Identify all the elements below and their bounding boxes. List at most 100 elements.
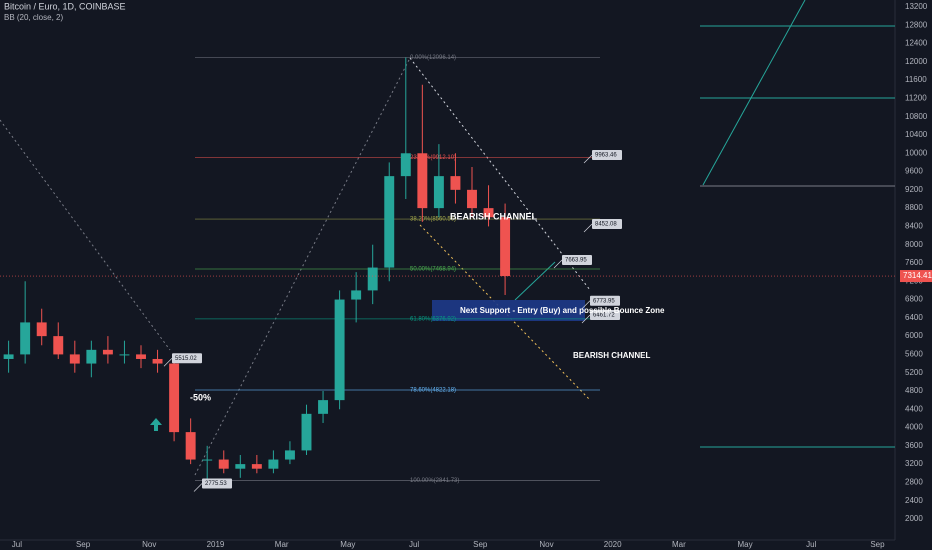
candle-body: [102, 349, 113, 355]
y-tick-label: 12000: [905, 57, 928, 66]
y-tick-label: 2000: [905, 514, 923, 523]
candle-body: [3, 354, 14, 359]
arrow-up-icon: [150, 418, 162, 431]
price-tag-label: 8452.08: [595, 222, 617, 228]
y-tick-label: 2800: [905, 478, 923, 487]
price-tag: [592, 149, 622, 160]
candle-body: [251, 464, 262, 469]
callout-line: [581, 300, 591, 309]
y-tick-label: 10400: [905, 130, 928, 139]
candle-body: [136, 354, 146, 359]
candle-body: [152, 358, 163, 364]
fib-label: 78.60%(4822.18): [410, 388, 456, 394]
candle-body: [417, 153, 428, 209]
x-tick-label: Sep: [870, 540, 885, 549]
candle-body: [169, 363, 180, 433]
candle-body: [334, 299, 345, 401]
x-tick-label: Jul: [806, 540, 816, 549]
y-tick-label: 11200: [905, 94, 927, 103]
y-tick-label: 4800: [905, 386, 923, 395]
candle-body: [235, 464, 246, 469]
price-tag: [592, 219, 622, 230]
fib-label: 38.20%(8560.56): [410, 217, 456, 223]
projection-line: [702, 0, 806, 186]
candle-body: [53, 336, 64, 355]
support-zone: [432, 300, 585, 321]
callout-line: [553, 259, 563, 269]
candle-body: [284, 450, 295, 460]
price-tag: [172, 353, 202, 364]
annotation: BEARISH CHANNEL: [450, 211, 538, 221]
current-price-tag: [900, 270, 932, 283]
x-tick-label: 2019: [207, 540, 225, 549]
y-tick-label: 8800: [905, 203, 923, 212]
x-tick-label: Mar: [672, 540, 686, 549]
trend-line: [194, 57, 411, 476]
price-tag-label: 6461.72: [593, 313, 615, 319]
y-tick-label: 6800: [905, 295, 923, 304]
candle-body: [483, 208, 494, 218]
candle-body: [20, 322, 31, 355]
x-tick-label: 2020: [604, 540, 622, 549]
y-tick-label: 8000: [905, 240, 923, 249]
price-tag: [590, 310, 620, 321]
x-tick-label: Mar: [275, 540, 289, 549]
current-price-label: 7314.41: [903, 271, 932, 280]
y-tick-label: 2400: [905, 496, 923, 505]
channel-line: [409, 57, 591, 291]
candle-body: [450, 176, 461, 190]
fib-label: 100.00%(2841.73): [410, 478, 459, 484]
y-tick-label: 4000: [905, 423, 923, 432]
price-tag-label: 2775.53: [205, 481, 227, 487]
candle-body: [86, 349, 97, 364]
candle-body: [202, 459, 213, 461]
candle-body: [433, 176, 444, 209]
annotation: -50%: [190, 392, 211, 402]
candle-body: [384, 176, 395, 268]
callout-line: [581, 314, 591, 324]
x-tick-label: May: [340, 540, 355, 549]
y-tick-label: 9200: [905, 185, 923, 194]
candle-body: [119, 354, 130, 356]
fib-label: 0.00%(12096.14): [410, 55, 456, 61]
y-tick-label: 5600: [905, 350, 923, 359]
candle-body: [301, 413, 312, 451]
price-tag-label: 7663.95: [565, 258, 587, 264]
annotation: BEARISH CHANNEL: [573, 351, 650, 360]
callout-line: [583, 154, 593, 164]
candle-body: [351, 290, 362, 300]
candle-body: [69, 354, 80, 364]
x-tick-label: Jul: [12, 540, 22, 549]
candle-body: [36, 322, 47, 337]
callout-line: [163, 358, 173, 367]
callout-line: [583, 223, 593, 233]
fib-label: 23.60%(9912.10): [410, 155, 456, 161]
price-tag-label: 5515.02: [175, 356, 197, 362]
y-tick-label: 3200: [905, 459, 923, 468]
x-tick-label: Sep: [76, 540, 91, 549]
y-tick-label: 3600: [905, 441, 923, 450]
candle-body: [367, 267, 378, 291]
price-tag: [202, 478, 232, 489]
candle-body: [318, 400, 329, 414]
y-tick-label: 12400: [905, 39, 928, 48]
fib-label: 50.00%(7468.94): [410, 267, 456, 273]
y-tick-label: 10800: [905, 112, 928, 121]
annotation: Next Support - Entry (Buy) and possible …: [460, 306, 665, 315]
y-tick-label: 8400: [905, 222, 923, 231]
x-tick-label: May: [737, 540, 752, 549]
callout-line: [193, 483, 203, 492]
x-tick-label: Nov: [142, 540, 156, 549]
candle-body: [268, 459, 279, 469]
y-tick-label: 9600: [905, 167, 923, 176]
chart-title: Bitcoin / Euro, 1D, COINBASE: [4, 1, 126, 11]
y-tick-label: 6000: [905, 331, 923, 340]
indicator-label: BB (20, close, 2): [4, 13, 63, 22]
x-tick-label: Jul: [409, 540, 419, 549]
price-tag-label: 9963.46: [595, 153, 617, 159]
price-tag-label: 6773.95: [593, 298, 615, 304]
y-tick-label: 4400: [905, 404, 923, 413]
y-tick-label: 13200: [905, 2, 928, 11]
